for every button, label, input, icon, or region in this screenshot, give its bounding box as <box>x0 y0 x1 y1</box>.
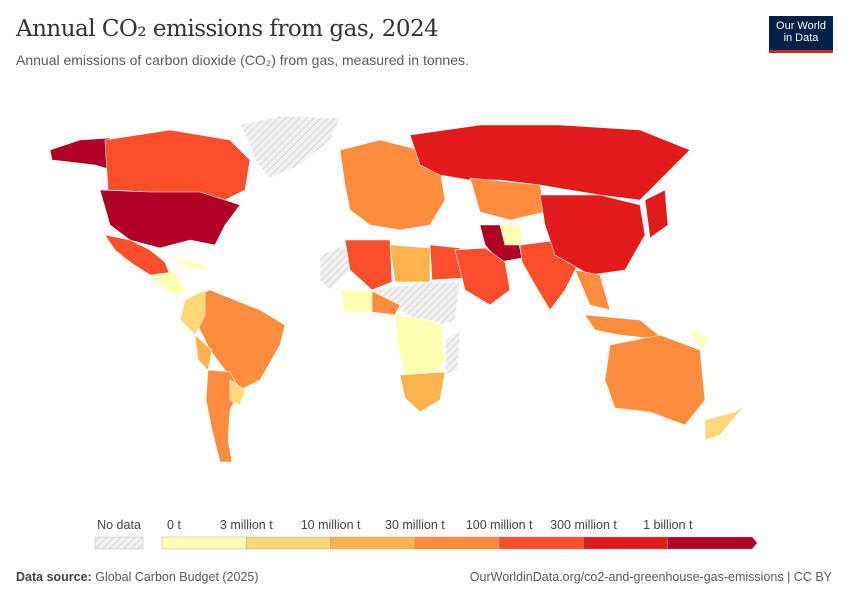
country-region[interactable] <box>394 314 446 381</box>
legend-bin[interactable] <box>414 536 500 550</box>
legend-no-data-label: No data <box>97 518 141 532</box>
legend-tick-label: 3 million t <box>219 518 273 532</box>
country-region[interactable] <box>454 247 511 306</box>
country-region[interactable] <box>339 139 446 231</box>
logo-line-2: in Data <box>783 32 819 44</box>
country-region[interactable] <box>49 137 113 171</box>
country-region[interactable] <box>644 189 669 239</box>
legend-tick-label: 100 million t <box>465 518 533 532</box>
country-region[interactable] <box>444 329 461 376</box>
logo-line-1: Our World <box>776 20 826 32</box>
legend-bin[interactable] <box>246 536 331 550</box>
legend-tick-label: 300 million t <box>550 518 617 532</box>
country-region[interactable] <box>344 239 393 291</box>
country-region[interactable] <box>409 124 691 201</box>
source-label: Data source: <box>16 570 92 584</box>
legend-tick-label: 30 million t <box>385 518 445 532</box>
legend-tick-label: 1 billion t <box>643 518 693 532</box>
page-subtitle: Annual emissions of carbon dioxide (CO₂)… <box>16 52 469 68</box>
country-region[interactable] <box>371 281 461 331</box>
country-region[interactable] <box>689 327 711 349</box>
legend-no-data-swatch <box>94 536 144 550</box>
legend-tick-label: 10 million t <box>300 518 361 532</box>
footer-url[interactable]: OurWorldinData.org/co2-and-greenhouse-ga… <box>469 570 832 584</box>
world-map[interactable] <box>0 90 850 510</box>
country-region[interactable] <box>604 334 706 426</box>
country-region[interactable] <box>389 244 431 283</box>
source-link[interactable]: Global Carbon Budget (2025) <box>95 570 259 584</box>
country-region[interactable] <box>539 194 646 276</box>
country-region[interactable] <box>574 269 611 311</box>
country-region[interactable] <box>339 289 373 313</box>
country-region[interactable] <box>469 177 546 221</box>
country-region[interactable] <box>104 129 251 201</box>
country-region[interactable] <box>499 224 523 246</box>
legend-bin[interactable] <box>583 536 669 550</box>
country-region[interactable] <box>179 289 206 336</box>
page-title: Annual CO₂ emissions from gas, 2024 <box>16 16 439 42</box>
legend-bin[interactable] <box>499 536 584 550</box>
country-region[interactable] <box>239 115 341 179</box>
data-source: Data source: Global Carbon Budget (2025) <box>16 570 259 584</box>
owid-logo[interactable]: Our World in Data <box>769 16 833 53</box>
legend-bin[interactable] <box>330 536 416 550</box>
country-region[interactable] <box>229 379 246 406</box>
country-region[interactable] <box>584 314 666 341</box>
legend-bin[interactable] <box>667 536 758 550</box>
country-region[interactable] <box>169 257 211 271</box>
country-region[interactable] <box>149 271 186 296</box>
country-region[interactable] <box>399 371 446 413</box>
country-region[interactable] <box>704 404 746 441</box>
country-region[interactable] <box>319 244 351 291</box>
legend-bin[interactable] <box>161 536 247 550</box>
country-region[interactable] <box>99 189 241 249</box>
legend-tick-label: 0 t <box>167 518 181 532</box>
